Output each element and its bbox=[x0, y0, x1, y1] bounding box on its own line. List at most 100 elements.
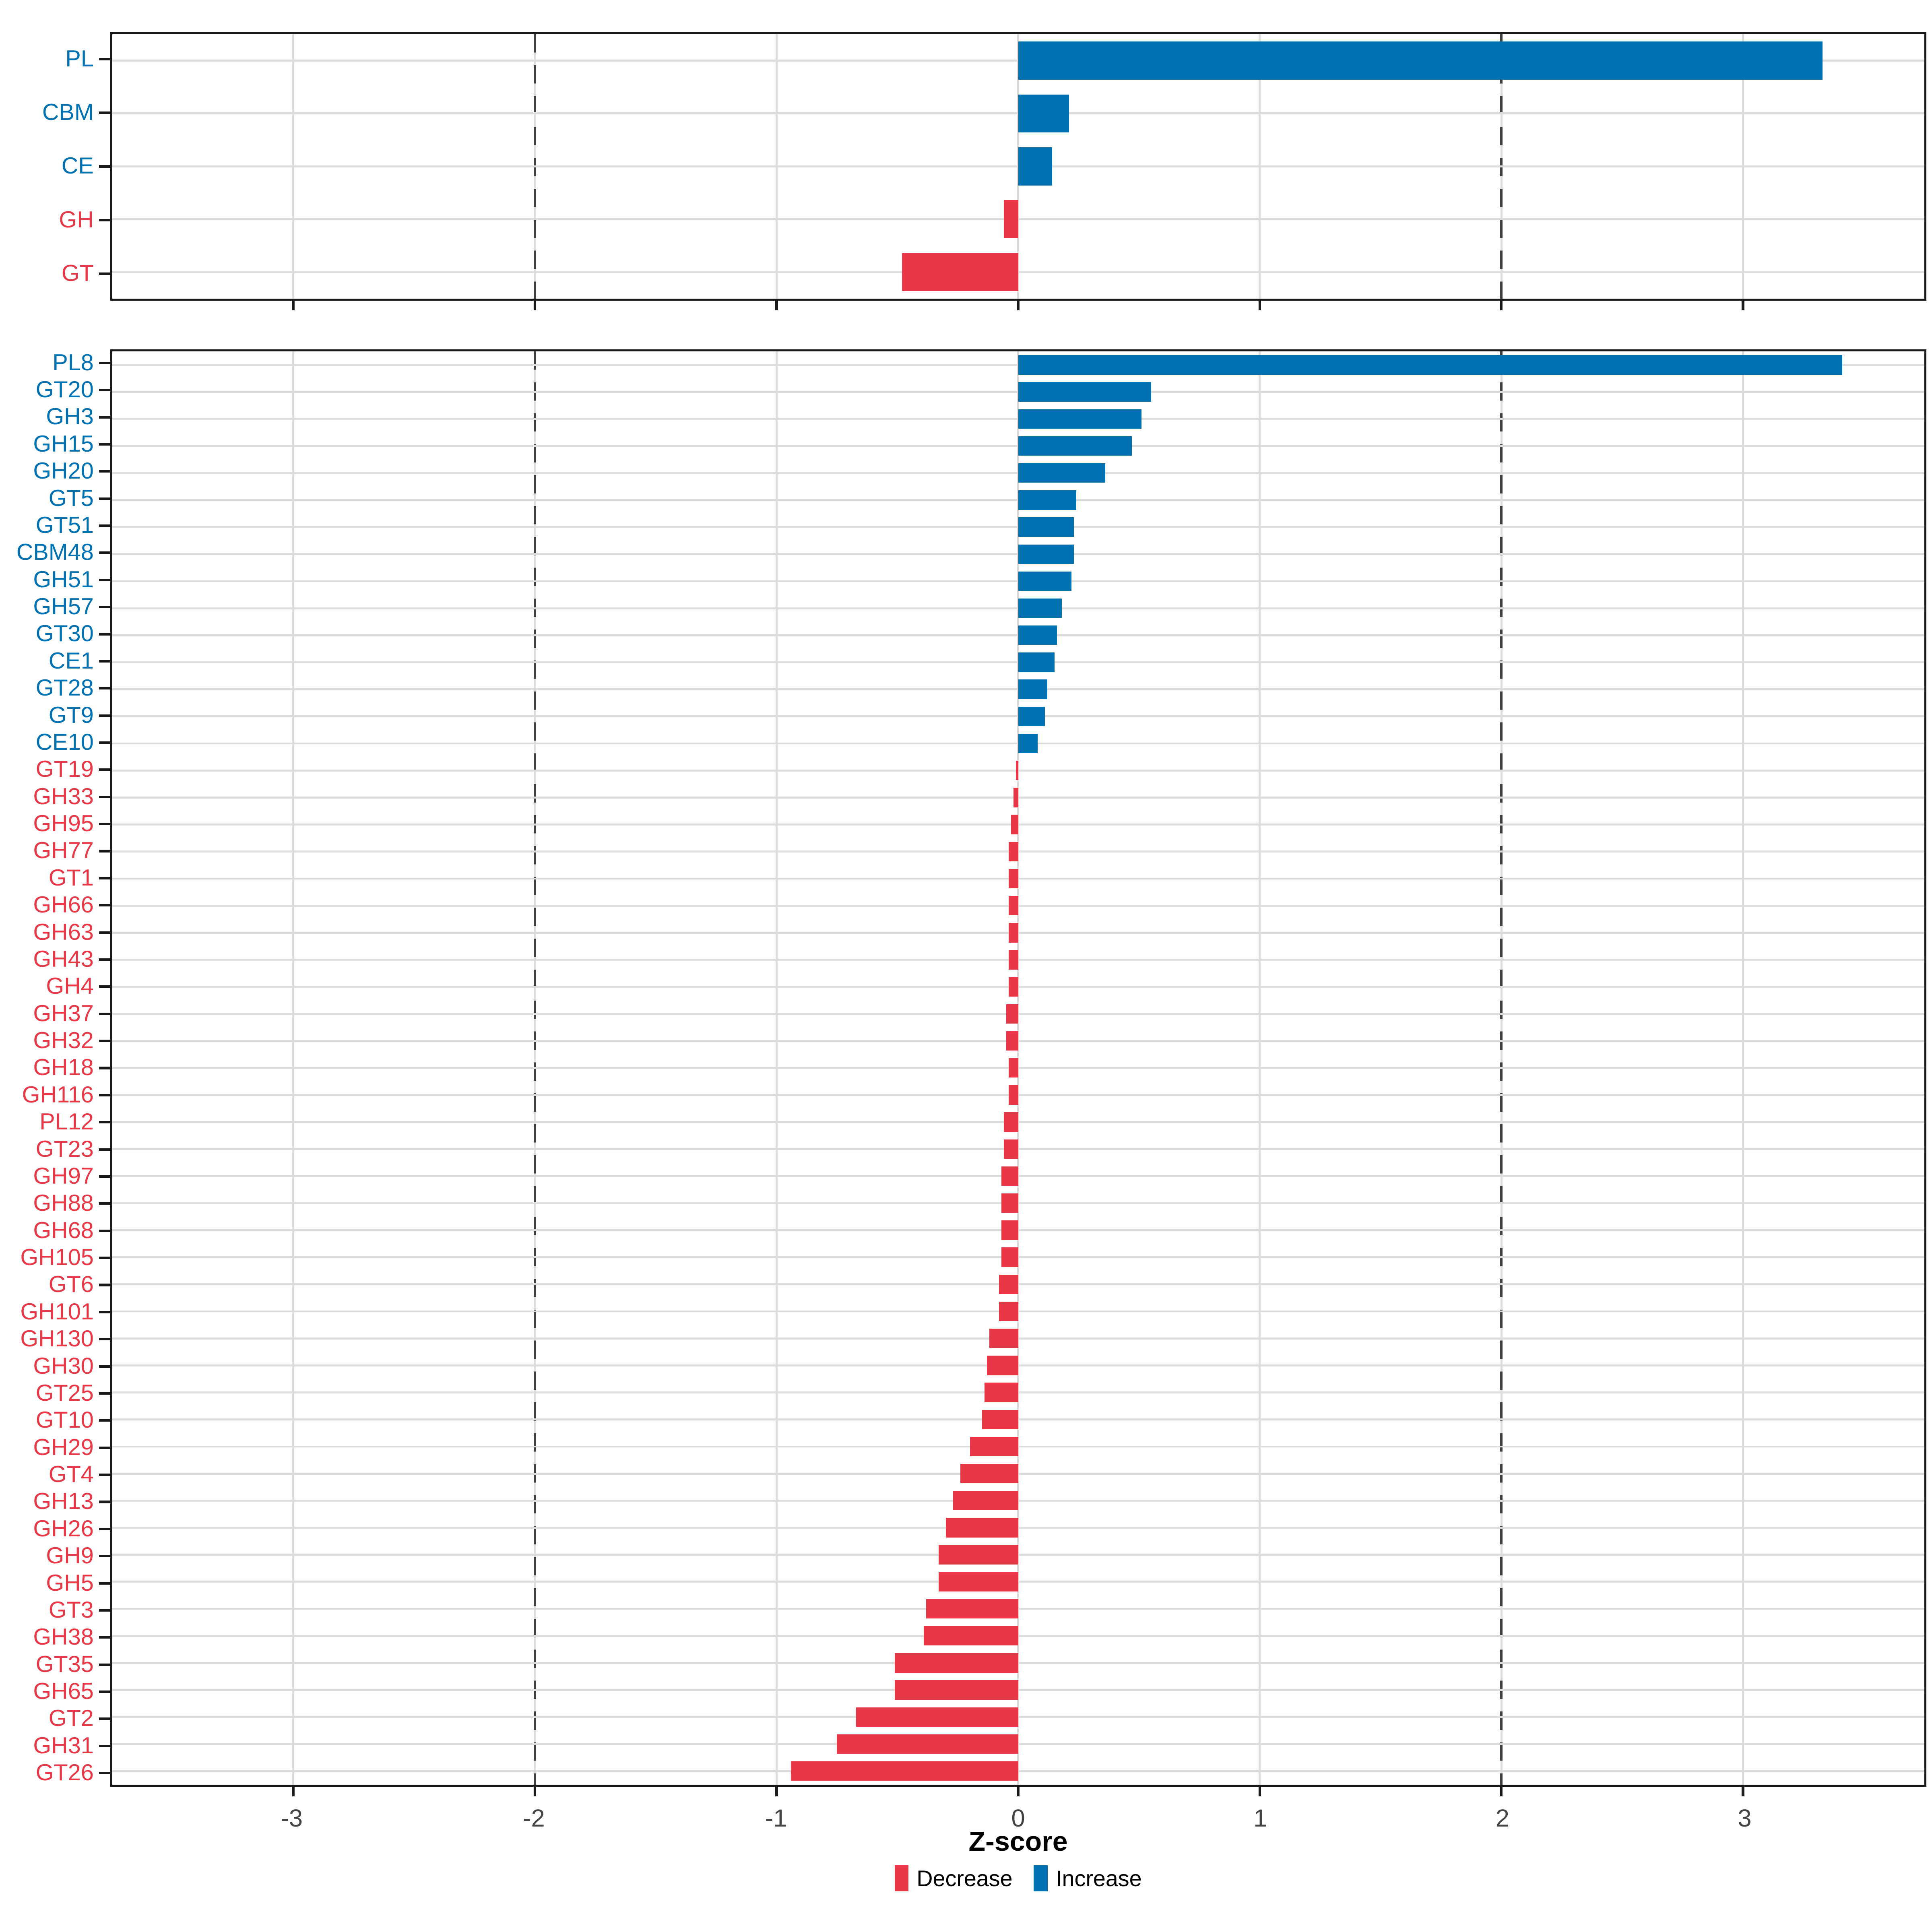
bar bbox=[895, 1653, 1018, 1673]
y-label-row: GH95 bbox=[0, 810, 111, 837]
bar bbox=[1006, 1004, 1018, 1024]
y-label-row: GT35 bbox=[0, 1651, 111, 1678]
bar bbox=[982, 1410, 1018, 1429]
y-tick bbox=[99, 741, 111, 744]
y-tick bbox=[99, 1419, 111, 1422]
y-tick bbox=[99, 1365, 111, 1368]
y-label-row: GT20 bbox=[0, 376, 111, 403]
y-label-row: PL bbox=[0, 32, 111, 86]
y-axis-label: CBM48 bbox=[16, 539, 94, 566]
y-tick bbox=[99, 1175, 111, 1178]
y-tick bbox=[99, 877, 111, 879]
y-axis-label: GH97 bbox=[33, 1163, 94, 1189]
y-tick bbox=[99, 1717, 111, 1720]
bar-row bbox=[112, 1082, 1924, 1108]
y-label-row: GH68 bbox=[0, 1217, 111, 1244]
y-axis-label: GH38 bbox=[33, 1624, 94, 1650]
y-axis-label: GH31 bbox=[33, 1732, 94, 1759]
y-label-row: GH9 bbox=[0, 1542, 111, 1569]
bar bbox=[1008, 950, 1018, 970]
y-tick bbox=[99, 1636, 111, 1639]
bar bbox=[1008, 842, 1018, 861]
y-label-row: GH33 bbox=[0, 783, 111, 810]
y-tick bbox=[99, 768, 111, 771]
h-gridline bbox=[112, 271, 1924, 273]
bar bbox=[1018, 544, 1074, 564]
bar-row bbox=[112, 351, 1924, 378]
h-gridline bbox=[112, 1554, 1924, 1556]
y-axis-label: GH18 bbox=[33, 1055, 94, 1081]
y-axis-label: GH4 bbox=[46, 973, 94, 999]
bar bbox=[970, 1437, 1018, 1457]
y-axis-label: GT bbox=[61, 260, 94, 287]
bar-row bbox=[112, 946, 1924, 973]
y-label-row: GH15 bbox=[0, 431, 111, 458]
bar bbox=[837, 1734, 1018, 1754]
bar bbox=[1008, 923, 1018, 943]
bar bbox=[1018, 436, 1132, 456]
y-axis-label: GH95 bbox=[33, 811, 94, 837]
x-tick bbox=[1017, 1785, 1020, 1796]
y-tick bbox=[99, 1744, 111, 1747]
x-tick bbox=[1742, 298, 1744, 310]
y-tick bbox=[99, 497, 111, 500]
y-tick bbox=[99, 1257, 111, 1259]
y-label-rows: PL CBM CE GH GT bbox=[0, 32, 111, 301]
y-tick bbox=[99, 58, 111, 60]
y-label-row: GT25 bbox=[0, 1380, 111, 1407]
y-axis-label: CE bbox=[61, 153, 94, 179]
h-gridline bbox=[112, 1256, 1924, 1258]
bar-row bbox=[112, 703, 1924, 730]
bar bbox=[1018, 463, 1105, 483]
y-axis-label: GT3 bbox=[48, 1597, 94, 1623]
y-axis-label: GH51 bbox=[33, 566, 94, 592]
y-label-row: GH29 bbox=[0, 1434, 111, 1461]
bar-row bbox=[112, 87, 1924, 140]
bar bbox=[960, 1463, 1018, 1484]
h-gridline bbox=[112, 904, 1924, 907]
bar-row bbox=[112, 1217, 1924, 1244]
h-gridline bbox=[112, 1229, 1924, 1231]
y-tick bbox=[99, 1555, 111, 1558]
bar bbox=[1018, 147, 1052, 186]
y-label-row: GH51 bbox=[0, 566, 111, 593]
bar-row bbox=[112, 811, 1924, 838]
y-label-row: PL12 bbox=[0, 1108, 111, 1135]
bar bbox=[1003, 1139, 1018, 1159]
bar-row bbox=[112, 1190, 1924, 1217]
y-axis-label: GH26 bbox=[33, 1515, 94, 1542]
y-label-row: GH5 bbox=[0, 1570, 111, 1597]
bar-row bbox=[112, 1000, 1924, 1027]
x-tick bbox=[533, 1785, 537, 1796]
y-axis-label: GH5 bbox=[46, 1570, 94, 1596]
x-tick-label: 2 bbox=[1495, 1804, 1509, 1832]
bar-row bbox=[112, 1487, 1924, 1514]
legend-item-increase: Increase bbox=[1034, 1865, 1142, 1891]
h-gridline bbox=[112, 850, 1924, 853]
bar-row bbox=[112, 1568, 1924, 1595]
y-tick bbox=[99, 606, 111, 609]
h-gridline bbox=[112, 1527, 1924, 1529]
y-axis-label: GT26 bbox=[35, 1760, 94, 1786]
y-tick bbox=[99, 795, 111, 798]
h-gridline bbox=[112, 797, 1924, 799]
y-label-row: GT26 bbox=[0, 1759, 111, 1786]
x-tick bbox=[1742, 1785, 1744, 1796]
y-axis-label: GH9 bbox=[46, 1543, 94, 1569]
y-label-rows: PL8 GT20 GH3 GH15 GH20 GT5 GT51 CBM48 GH51 GH57 GT… bbox=[0, 349, 111, 1787]
bar-row bbox=[112, 1298, 1924, 1325]
y-axis-label: GH3 bbox=[46, 404, 94, 430]
h-gridline bbox=[112, 986, 1924, 988]
bar-row bbox=[112, 1055, 1924, 1082]
y-tick bbox=[99, 272, 111, 275]
y-tick bbox=[99, 1284, 111, 1286]
y-label-row: PL8 bbox=[0, 349, 111, 376]
bar-row bbox=[112, 1703, 1924, 1730]
y-axis-label: GH bbox=[59, 206, 94, 233]
y-axis-label: GT9 bbox=[48, 702, 94, 728]
x-tick bbox=[775, 1785, 778, 1796]
bar bbox=[1018, 625, 1057, 645]
y-tick bbox=[99, 1392, 111, 1395]
bar-row bbox=[112, 622, 1924, 649]
y-axis-label: GH37 bbox=[33, 1000, 94, 1026]
